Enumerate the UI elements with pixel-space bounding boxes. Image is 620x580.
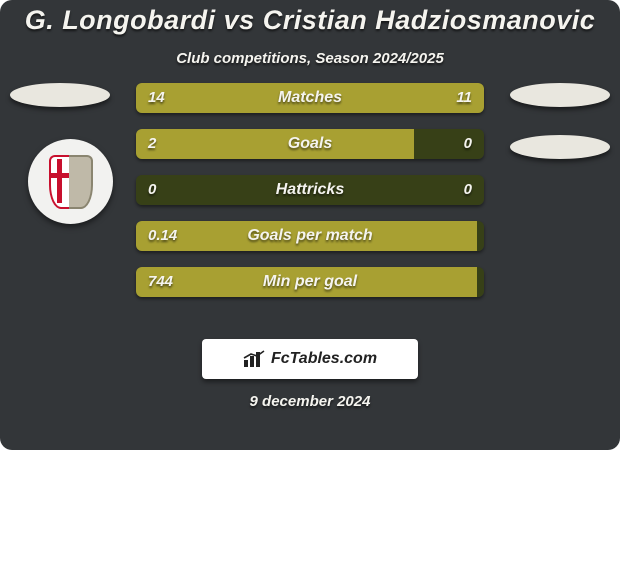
- brand-text: FcTables.com: [271, 350, 377, 368]
- stat-value-left: 744: [148, 267, 173, 297]
- stat-label: Matches: [136, 83, 484, 113]
- brand-badge[interactable]: FcTables.com: [202, 339, 418, 379]
- stat-row: Goals per match0.14: [136, 221, 484, 251]
- stat-row: Min per goal744: [136, 267, 484, 297]
- player-right-marker-2: [510, 135, 610, 159]
- stat-value-left: 0.14: [148, 221, 177, 251]
- comparison-zone: Matches1411Goals20Hattricks00Goals per m…: [0, 83, 620, 333]
- stat-label: Min per goal: [136, 267, 484, 297]
- stat-label: Goals per match: [136, 221, 484, 251]
- stat-value-right: 11: [456, 83, 472, 113]
- stat-value-left: 0: [148, 175, 156, 205]
- stat-row: Hattricks0 0: [136, 175, 484, 205]
- stat-label: Goals: [136, 129, 484, 159]
- stat-row: Matches14 11: [136, 83, 484, 113]
- player-left-marker: [10, 83, 110, 107]
- stat-rows: Matches1411Goals20Hattricks00Goals per m…: [136, 83, 484, 313]
- player-right-marker-1: [510, 83, 610, 107]
- stat-value-right: 0: [464, 175, 472, 205]
- comparison-card: G. Longobardi vs Cristian Hadziosmanovic…: [0, 0, 620, 450]
- subtitle: Club competitions, Season 2024/2025: [0, 50, 620, 67]
- page-title: G. Longobardi vs Cristian Hadziosmanovic: [0, 6, 620, 34]
- stat-value-right: 0: [464, 129, 472, 159]
- bar-chart-icon: [243, 350, 265, 368]
- stat-label: Hattricks: [136, 175, 484, 205]
- shield-icon: [49, 155, 93, 209]
- stat-row: Goals2 0: [136, 129, 484, 159]
- stat-value-left: 2: [148, 129, 156, 159]
- club-badge-left: [28, 139, 113, 224]
- stat-value-left: 14: [148, 83, 165, 113]
- date-text: 9 december 2024: [0, 393, 620, 410]
